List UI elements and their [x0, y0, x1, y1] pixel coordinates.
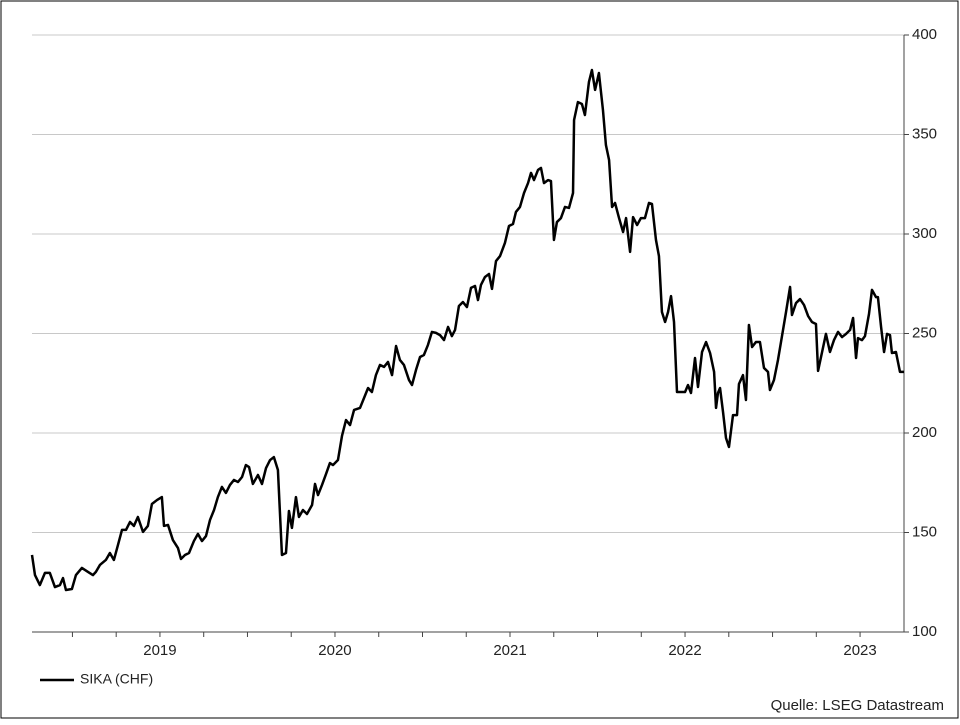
y-tick-label: 300: [912, 225, 937, 242]
y-tick-label: 350: [912, 125, 937, 142]
y-tick-label: 150: [912, 523, 937, 540]
source-note: Quelle: LSEG Datastream: [771, 697, 944, 714]
price-line: [30, 68, 904, 592]
x-tick-label: 2022: [668, 642, 701, 659]
x-tick-label: 2019: [143, 642, 176, 659]
y-tick-label: 400: [912, 26, 937, 43]
y-tick-label: 250: [912, 324, 937, 341]
y-tick-label: 200: [912, 424, 937, 441]
legend-label: SIKA (CHF): [80, 671, 153, 687]
x-tick-label: 2021: [493, 642, 526, 659]
y-tick-label: 100: [912, 623, 937, 640]
x-tick-label: 2020: [318, 642, 351, 659]
x-tick-label: 2023: [843, 642, 876, 659]
